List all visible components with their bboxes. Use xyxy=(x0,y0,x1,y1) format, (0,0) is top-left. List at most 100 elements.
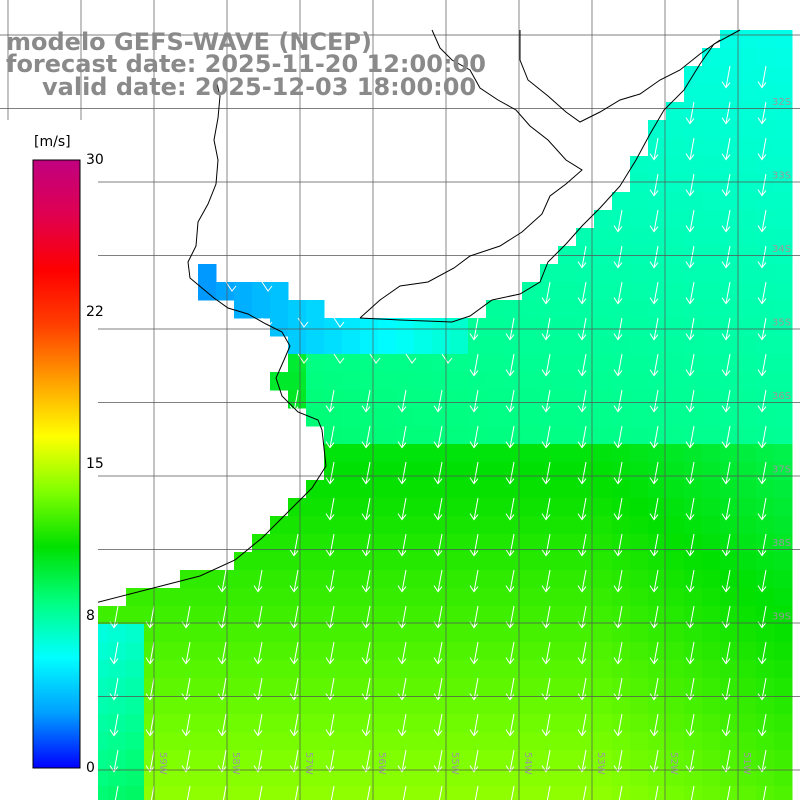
wind-speed-cell xyxy=(162,642,181,661)
wind-speed-cell xyxy=(306,606,325,625)
wind-speed-cell xyxy=(594,570,613,589)
wind-speed-cell xyxy=(396,606,415,625)
wind-arrow xyxy=(757,749,767,773)
wind-speed-cell xyxy=(108,606,127,625)
wind-speed-cell xyxy=(720,696,739,715)
wind-speed-cell xyxy=(594,480,613,499)
wind-speed-cell xyxy=(288,372,307,391)
wind-speed-cell xyxy=(594,264,613,283)
wind-speed-cell xyxy=(594,408,613,427)
wind-speed-cell xyxy=(648,552,667,571)
wind-speed-cell xyxy=(414,624,433,643)
wind-speed-cell xyxy=(684,228,703,247)
wind-speed-cell xyxy=(774,390,793,409)
wind-speed-cell xyxy=(486,588,505,607)
wind-speed-cell xyxy=(288,552,307,571)
wind-speed-cell xyxy=(360,660,379,679)
wind-speed-cell xyxy=(612,354,631,373)
wind-speed-cell xyxy=(738,552,757,571)
wind-speed-cell xyxy=(558,390,577,409)
wind-speed-cell xyxy=(540,732,559,751)
wind-speed-cell xyxy=(702,318,721,337)
wind-speed-cell xyxy=(108,642,127,661)
wind-speed-cell xyxy=(756,624,775,643)
wind-speed-cell xyxy=(126,732,145,751)
wind-speed-cell xyxy=(468,768,487,787)
wind-speed-cell xyxy=(306,588,325,607)
wind-arrow xyxy=(325,497,335,521)
wind-speed-cell xyxy=(486,534,505,553)
wind-speed-cell xyxy=(774,354,793,373)
wind-speed-cell xyxy=(738,66,757,85)
wind-speed-cell xyxy=(630,372,649,391)
wind-speed-cell xyxy=(756,84,775,103)
wind-speed-cell xyxy=(414,390,433,409)
wind-speed-cell xyxy=(666,282,685,301)
wind-speed-cell xyxy=(594,768,613,787)
wind-arrow xyxy=(649,389,659,413)
wind-speed-cell xyxy=(648,336,667,355)
wind-speed-cell xyxy=(594,552,613,571)
wind-speed-cell xyxy=(774,624,793,643)
wind-speed-cell xyxy=(576,714,595,733)
wind-speed-cell xyxy=(414,786,433,804)
wind-speed-cell xyxy=(324,336,343,355)
wind-speed-cell xyxy=(630,606,649,625)
wind-speed-cell xyxy=(774,102,793,121)
wind-speed-cell xyxy=(756,174,775,193)
wind-speed-cell xyxy=(522,318,541,337)
wind-speed-cell xyxy=(522,498,541,517)
wind-speed-cell xyxy=(720,48,739,67)
wind-speed-cell xyxy=(378,750,397,769)
wind-arrow xyxy=(397,425,407,449)
wind-arrow xyxy=(469,749,479,773)
wind-speed-cell xyxy=(630,786,649,804)
wind-speed-cell xyxy=(756,588,775,607)
wind-speed-cell xyxy=(684,102,703,121)
latitude-label: 39S xyxy=(772,612,791,623)
wind-speed-cell xyxy=(468,480,487,499)
wind-speed-cell xyxy=(594,732,613,751)
wind-speed-cell xyxy=(630,678,649,697)
wind-speed-cell xyxy=(126,696,145,715)
wind-speed-cell xyxy=(630,552,649,571)
wind-arrow xyxy=(505,605,515,629)
wind-speed-cell xyxy=(432,588,451,607)
wind-speed-cell xyxy=(756,228,775,247)
wind-speed-cell xyxy=(684,588,703,607)
wind-arrow xyxy=(577,497,587,521)
wind-speed-cell xyxy=(576,732,595,751)
wind-speed-cell xyxy=(630,336,649,355)
wind-speed-cell xyxy=(720,444,739,463)
wind-speed-cell xyxy=(468,570,487,589)
wind-arrow xyxy=(397,497,407,521)
wind-arrow xyxy=(577,749,587,773)
wind-speed-cell xyxy=(594,390,613,409)
longitude-label: 57W xyxy=(303,752,314,775)
wind-speed-cell xyxy=(414,660,433,679)
wind-speed-cell xyxy=(342,462,361,481)
wind-speed-cell xyxy=(144,696,163,715)
wind-speed-cell xyxy=(504,588,523,607)
wind-arrow xyxy=(405,353,417,364)
wind-speed-cell xyxy=(396,768,415,787)
wind-speed-cell xyxy=(558,750,577,769)
wind-speed-cell xyxy=(396,696,415,715)
wind-speed-cell xyxy=(504,552,523,571)
wind-speed-cell xyxy=(450,480,469,499)
wind-speed-cell xyxy=(450,516,469,535)
wind-speed-cell xyxy=(630,354,649,373)
wind-speed-cell xyxy=(162,660,181,679)
wind-speed-cell xyxy=(630,570,649,589)
wind-speed-cell xyxy=(342,336,361,355)
wind-speed-cell xyxy=(342,678,361,697)
wind-speed-cell xyxy=(756,570,775,589)
wind-speed-cell xyxy=(288,354,307,373)
wind-speed-cell xyxy=(180,660,199,679)
wind-speed-cell xyxy=(666,768,685,787)
wind-speed-cell xyxy=(324,390,343,409)
wind-speed-cell xyxy=(360,444,379,463)
wind-arrow xyxy=(721,497,731,521)
wind-speed-cell xyxy=(270,750,289,769)
wind-speed-cell xyxy=(630,210,649,229)
